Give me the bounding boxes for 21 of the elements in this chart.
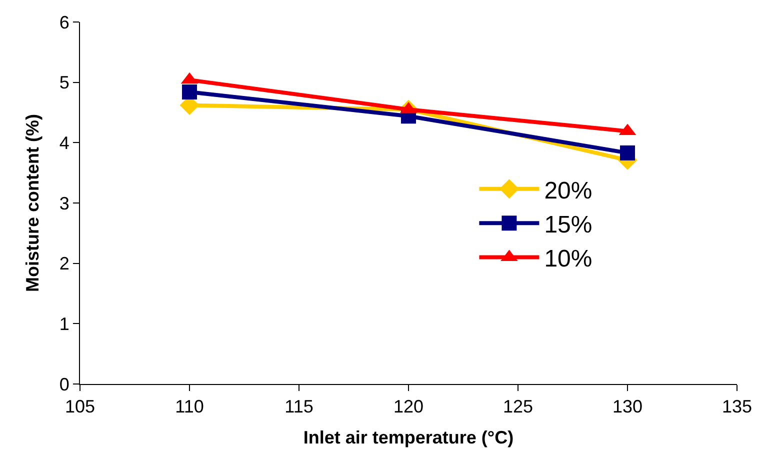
y-tick-label: 1 xyxy=(59,314,70,334)
legend-label: 15% xyxy=(544,211,592,238)
y-tick-label: 5 xyxy=(59,72,70,93)
x-tick-label: 115 xyxy=(284,396,314,417)
x-tick-label: 110 xyxy=(175,396,204,417)
x-tick-label: 120 xyxy=(393,396,424,417)
point xyxy=(620,145,635,160)
y-tick-label: 3 xyxy=(59,193,70,214)
y-axis-title: Moisture content (%) xyxy=(22,114,43,292)
x-tick-label: 125 xyxy=(502,396,534,417)
point xyxy=(182,84,197,100)
y-tick-label: 6 xyxy=(59,12,70,32)
y-tick-label: 0 xyxy=(59,374,70,394)
x-axis-title: Inlet air temperature (°C) xyxy=(303,428,514,448)
x-tick-label: 135 xyxy=(722,396,752,417)
legend-label: 10% xyxy=(544,246,592,273)
x-tick-label: 130 xyxy=(612,396,643,417)
y-tick-label: 2 xyxy=(59,254,70,274)
y-tick-label: 4 xyxy=(59,132,70,153)
legend-label: 20% xyxy=(544,177,592,204)
x-tick-label: 105 xyxy=(64,396,96,417)
